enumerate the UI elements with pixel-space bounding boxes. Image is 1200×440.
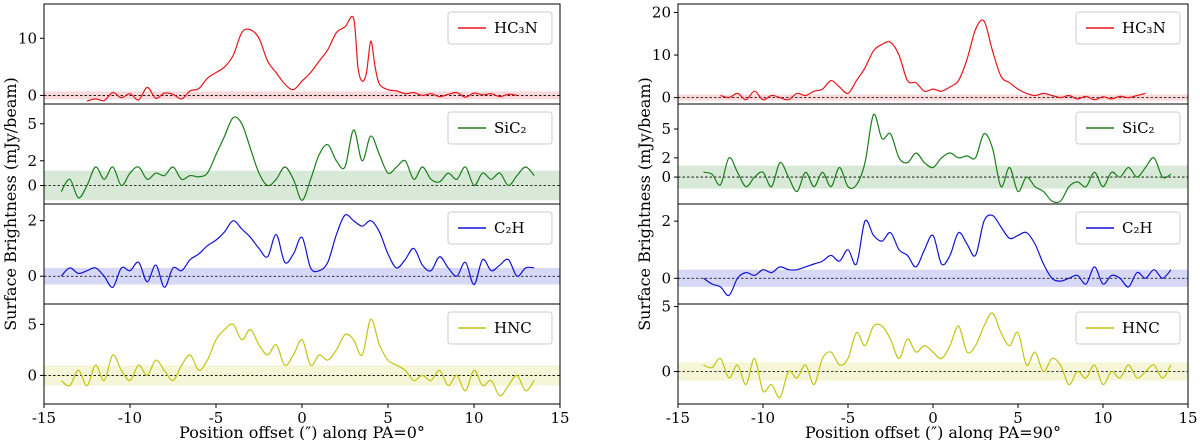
series-line bbox=[60, 214, 535, 288]
legend-label: HNC bbox=[1122, 319, 1160, 337]
legend: HNC bbox=[1075, 311, 1181, 345]
legend-label: C₂H bbox=[494, 219, 525, 237]
x-tick-label: 0 bbox=[928, 409, 938, 427]
legend-box bbox=[1075, 211, 1181, 245]
y-tick-label: 5 bbox=[27, 315, 37, 333]
x-tick-label: 0 bbox=[297, 409, 307, 427]
legend-label: HNC bbox=[494, 319, 532, 337]
y-tick-label: 2 bbox=[661, 149, 671, 167]
series-line bbox=[60, 116, 535, 201]
panel-2-2: 02 5 SiC₂ bbox=[661, 103, 1189, 205]
legend: HNC bbox=[447, 311, 553, 345]
legend-box bbox=[447, 111, 553, 145]
panel-1-1: 0 10 HC₃N bbox=[18, 3, 561, 105]
x-tick-label: 15 bbox=[550, 409, 569, 427]
y-tick-label: 0 bbox=[27, 86, 37, 104]
legend: SiC₂ bbox=[447, 111, 553, 145]
noise-band bbox=[678, 269, 1188, 287]
legend-box bbox=[1075, 11, 1181, 45]
y-axis-title: Surface Brightness (mJy/beam) bbox=[635, 77, 654, 331]
legend-label: SiC₂ bbox=[494, 119, 527, 137]
x-tick-label: 5 bbox=[383, 409, 393, 427]
x-tick-label: 10 bbox=[464, 409, 483, 427]
legend: HC₃N bbox=[1075, 11, 1181, 45]
legend-label: HC₃N bbox=[1122, 19, 1166, 37]
y-tick-label: 5 bbox=[661, 298, 671, 316]
legend-label: C₂H bbox=[1122, 219, 1153, 237]
panel-1-3: 0 2 C₂H bbox=[27, 203, 561, 305]
legend-box bbox=[1075, 111, 1181, 145]
y-tick-label: 20 bbox=[652, 4, 671, 22]
legend-box bbox=[1075, 311, 1181, 345]
legend-label: SiC₂ bbox=[1122, 119, 1155, 137]
series-line bbox=[86, 15, 518, 102]
panel-1-4: 0 5 HNC bbox=[27, 303, 561, 408]
panel-2-1: 0 10 20 HC₃N bbox=[652, 3, 1189, 107]
x-axis-title: Position offset (″) along PA=0° bbox=[179, 423, 425, 440]
y-axis-title: Surface Brightness (mJy/beam) bbox=[1, 77, 20, 331]
y-tick-label: 0 bbox=[661, 363, 671, 381]
legend-box bbox=[447, 311, 553, 345]
y-tick-label: 0 bbox=[27, 267, 37, 285]
noise-band bbox=[678, 94, 1188, 101]
x-tick-label: -5 bbox=[209, 409, 224, 427]
x-tick-label: -5 bbox=[841, 409, 856, 427]
x-axis-title: Position offset (″) along PA=90° bbox=[805, 423, 1061, 440]
y-tick-label: 0 bbox=[27, 366, 37, 384]
x-tick-label: 15 bbox=[1178, 409, 1197, 427]
y-tick-label: 2 bbox=[661, 212, 671, 230]
legend: SiC₂ bbox=[1075, 111, 1181, 145]
series-line bbox=[703, 214, 1172, 297]
noise-band bbox=[678, 362, 1188, 381]
legend: HC₃N bbox=[447, 11, 553, 45]
y-tick-label: 0 bbox=[27, 176, 37, 194]
series-line bbox=[703, 113, 1172, 204]
chart-1: 0 10 HC₃N 0 2 5 SiC₂ 0 2 C₂H 0 5 HNC -15 -10 -5 0 5 10 15 Po… bbox=[1, 3, 570, 440]
legend: C₂H bbox=[447, 211, 553, 245]
x-tick-label: -15 bbox=[666, 409, 690, 427]
y-tick-label: 0 bbox=[661, 89, 671, 107]
x-tick-label: -10 bbox=[751, 409, 775, 427]
noise-band bbox=[678, 165, 1188, 189]
legend-label: HC₃N bbox=[494, 19, 538, 37]
y-tick-label: 2 bbox=[27, 152, 37, 170]
y-tick-label: 0 bbox=[661, 168, 671, 186]
y-tick-label: 5 bbox=[27, 115, 37, 133]
series-line bbox=[60, 318, 535, 397]
x-tick-label: -10 bbox=[118, 409, 142, 427]
x-tick-label: -15 bbox=[32, 409, 56, 427]
y-tick-label: 10 bbox=[652, 46, 671, 64]
series-line bbox=[720, 19, 1146, 101]
panel-1-2: 0 2 5 SiC₂ bbox=[27, 103, 561, 205]
y-tick-label: 10 bbox=[18, 29, 37, 47]
y-tick-label: 0 bbox=[661, 269, 671, 287]
x-tick-label: 5 bbox=[1013, 409, 1023, 427]
legend-box bbox=[447, 211, 553, 245]
x-tick-label: 10 bbox=[1093, 409, 1112, 427]
legend-box bbox=[447, 11, 553, 45]
y-tick-label: 2 bbox=[27, 212, 37, 230]
y-tick-label: 5 bbox=[661, 120, 671, 138]
series-line bbox=[703, 312, 1172, 399]
panel-2-3: 0 2 C₂H bbox=[661, 203, 1189, 305]
legend: C₂H bbox=[1075, 211, 1181, 245]
panel-2-4: 0 5 HNC bbox=[661, 298, 1189, 408]
